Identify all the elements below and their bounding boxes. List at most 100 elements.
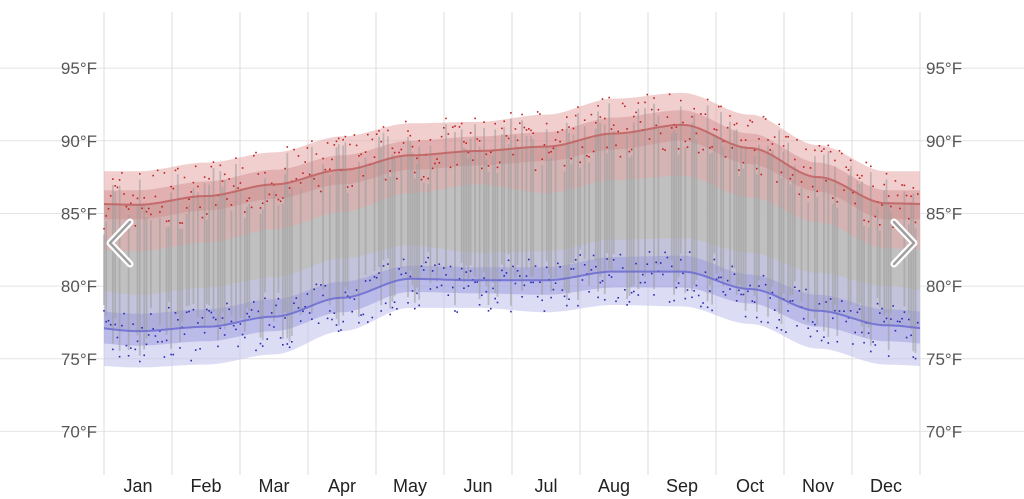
daily-low-dot <box>621 267 624 269</box>
daily-low-dot <box>375 276 378 279</box>
daily-high-dot <box>411 145 414 148</box>
daily-range-bar <box>243 217 246 332</box>
daily-range-bar <box>290 187 293 336</box>
daily-low-dot <box>172 353 175 356</box>
daily-high-dot <box>561 129 564 131</box>
daily-range-bar <box>695 139 698 280</box>
daily-low-dot <box>885 317 888 320</box>
daily-high-dot <box>382 126 385 128</box>
daily-range-bar <box>644 108 646 277</box>
daily-range-bar <box>532 139 535 277</box>
daily-high-dot <box>568 126 570 128</box>
daily-high-dot <box>713 128 716 130</box>
daily-low-dot <box>295 297 298 299</box>
daily-high-dot <box>872 185 874 188</box>
daily-low-dot <box>818 303 821 305</box>
daily-range-bar <box>570 164 573 264</box>
y-tick-label-left: 85°F <box>61 204 97 223</box>
daily-low-dot <box>170 353 172 356</box>
daily-high-dot <box>342 138 344 141</box>
daily-low-dot <box>664 251 666 254</box>
daily-range-bar <box>793 165 796 282</box>
daily-high-dot <box>686 146 689 148</box>
daily-high-dot <box>796 139 798 141</box>
daily-range-bar <box>501 134 503 265</box>
daily-range-bar <box>342 145 345 316</box>
daily-high-dot <box>680 99 682 102</box>
daily-low-dot <box>791 300 794 302</box>
daily-high-dot <box>682 121 684 124</box>
daily-range-bar <box>114 191 117 319</box>
daily-high-dot <box>545 122 548 125</box>
daily-range-bar <box>393 158 396 297</box>
daily-low-dot <box>297 307 300 309</box>
daily-high-dot <box>657 108 660 111</box>
daily-high-dot <box>228 178 230 180</box>
daily-high-dot <box>615 144 617 147</box>
prev-arrow-button[interactable] <box>106 218 134 268</box>
daily-high-dot <box>154 195 157 198</box>
daily-low-dot <box>671 265 673 268</box>
daily-high-dot <box>118 179 121 181</box>
x-axis-months: Jan Feb Mar Apr May Jun Jul Aug Sep Oct Nov Dec <box>123 476 902 496</box>
daily-range-bar <box>709 153 711 286</box>
daily-low-dot <box>261 345 264 347</box>
daily-low-dot <box>684 297 687 300</box>
daily-low-dot <box>219 327 222 329</box>
daily-low-dot <box>141 327 143 329</box>
daily-high-dot <box>554 139 557 141</box>
daily-low-dot <box>901 317 903 320</box>
daily-high-dot <box>749 119 751 122</box>
daily-low-dot <box>630 291 633 294</box>
daily-low-dot <box>543 310 546 312</box>
daily-low-dot <box>552 288 555 291</box>
daily-high-dot <box>510 112 512 114</box>
daily-range-bar <box>288 193 291 342</box>
daily-range-bar <box>847 175 850 312</box>
daily-high-dot <box>829 150 832 153</box>
daily-low-dot <box>751 300 754 302</box>
daily-range-bar <box>548 158 550 274</box>
daily-low-dot <box>215 318 217 321</box>
daily-range-bar <box>800 187 803 302</box>
daily-low-dot <box>250 309 253 311</box>
daily-low-dot <box>592 254 595 257</box>
y-tick-label-left: 90°F <box>61 132 97 151</box>
daily-range-bar <box>867 227 870 328</box>
daily-high-dot <box>143 197 145 199</box>
daily-high-dot <box>136 197 139 200</box>
daily-low-dot <box>646 263 649 265</box>
daily-low-dot <box>574 259 577 261</box>
daily-range-bar <box>138 179 141 356</box>
daily-low-dot <box>892 305 894 307</box>
daily-low-dot <box>331 318 333 321</box>
daily-low-dot <box>534 265 537 267</box>
daily-range-bar <box>610 134 613 272</box>
daily-low-dot <box>711 309 713 312</box>
daily-low-dot <box>642 273 644 276</box>
daily-low-dot <box>253 301 255 303</box>
daily-low-dot <box>874 344 877 346</box>
daily-high-dot <box>854 202 856 205</box>
daily-high-dot <box>729 115 731 117</box>
daily-high-dot <box>516 139 519 142</box>
daily-range-bar <box>887 201 890 351</box>
daily-range-bar <box>603 124 606 295</box>
daily-high-dot <box>827 144 830 147</box>
daily-low-dot <box>626 304 628 306</box>
daily-low-dot <box>570 268 572 270</box>
daily-range-bar <box>344 142 347 287</box>
daily-low-dot <box>612 259 615 261</box>
daily-range-bar <box>112 184 114 344</box>
daily-range-bar <box>545 129 548 262</box>
next-arrow-button[interactable] <box>890 218 918 268</box>
daily-low-dot <box>244 336 246 339</box>
daily-low-dot <box>118 355 121 358</box>
daily-low-dot <box>887 355 890 357</box>
daily-low-dot <box>344 291 347 294</box>
daily-low-dot <box>306 293 309 295</box>
daily-high-dot <box>174 169 177 172</box>
daily-range-bar <box>281 203 284 339</box>
daily-high-dot <box>168 220 170 222</box>
daily-high-dot <box>624 105 626 108</box>
